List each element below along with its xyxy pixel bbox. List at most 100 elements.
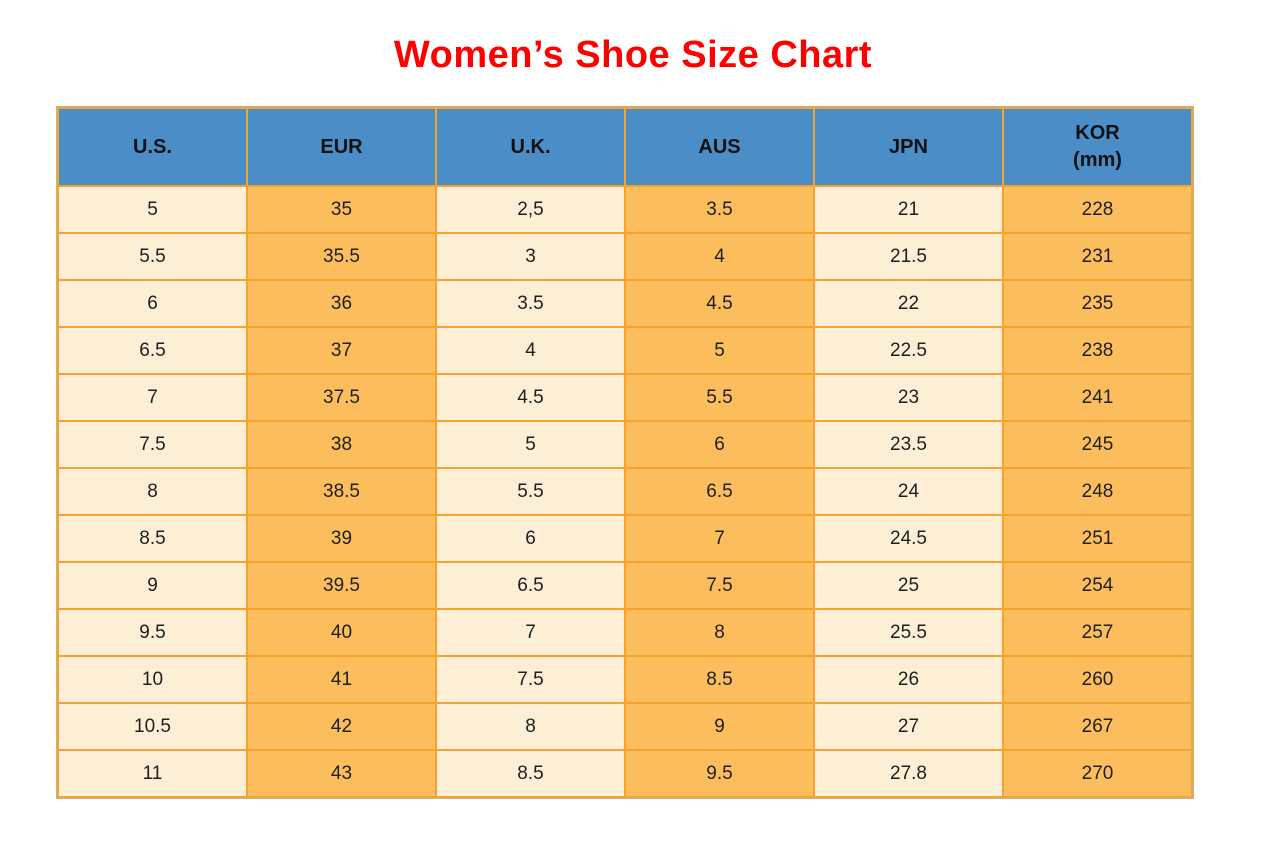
table-cell: 260 — [1002, 655, 1193, 704]
size-table-head: U.S. EUR U.K. AUS JPN KOR (mm) — [57, 107, 1193, 187]
table-row: 6 36 3.5 4.5 22 235 — [57, 279, 1193, 328]
table-cell: 5.5 — [435, 467, 626, 516]
table-row: 6.5 37 4 5 22.5 238 — [57, 326, 1193, 375]
table-cell: 11 — [57, 749, 248, 798]
table-cell: 7.5 — [435, 655, 626, 704]
table-cell: 9 — [57, 561, 248, 610]
column-header: U.S. — [57, 107, 248, 187]
table-cell: 4 — [435, 326, 626, 375]
table-cell: 8.5 — [57, 514, 248, 563]
table-cell: 6 — [435, 514, 626, 563]
page-title: Women’s Shoe Size Chart — [393, 34, 873, 76]
shoe-size-table: U.S. EUR U.K. AUS JPN KOR (mm) 5 35 2,5 3.5 21 228 5… — [56, 106, 1194, 799]
table-cell: 8 — [435, 702, 626, 751]
table-row: 8 38.5 5.5 6.5 24 248 — [57, 467, 1193, 516]
table-cell: 35.5 — [246, 232, 437, 281]
table-cell: 22.5 — [813, 326, 1004, 375]
table-cell: 35 — [246, 185, 437, 234]
table-cell: 8 — [57, 467, 248, 516]
table-cell: 7 — [57, 373, 248, 422]
table-cell: 5 — [624, 326, 815, 375]
column-header: JPN — [813, 107, 1004, 187]
table-cell: 21 — [813, 185, 1004, 234]
table-cell: 27 — [813, 702, 1004, 751]
table-cell: 39 — [246, 514, 437, 563]
table-cell: 7.5 — [57, 420, 248, 469]
table-cell: 5.5 — [624, 373, 815, 422]
table-cell: 257 — [1002, 608, 1193, 657]
table-cell: 4.5 — [435, 373, 626, 422]
table-cell: 228 — [1002, 185, 1193, 234]
table-row: 9 39.5 6.5 7.5 25 254 — [57, 561, 1193, 610]
table-cell: 38.5 — [246, 467, 437, 516]
table-cell: 22 — [813, 279, 1004, 328]
table-row: 5.5 35.5 3 4 21.5 231 — [57, 232, 1193, 281]
table-cell: 4 — [624, 232, 815, 281]
column-header: U.K. — [435, 107, 626, 187]
table-cell: 10 — [57, 655, 248, 704]
table-cell: 2,5 — [435, 185, 626, 234]
size-table-head-row: U.S. EUR U.K. AUS JPN KOR (mm) — [57, 107, 1193, 187]
table-cell: 23 — [813, 373, 1004, 422]
table-cell: 42 — [246, 702, 437, 751]
table-row: 7 37.5 4.5 5.5 23 241 — [57, 373, 1193, 422]
table-cell: 4.5 — [624, 279, 815, 328]
table-cell: 8.5 — [435, 749, 626, 798]
table-cell: 6 — [624, 420, 815, 469]
table-cell: 7.5 — [624, 561, 815, 610]
table-row: 11 43 8.5 9.5 27.8 270 — [57, 749, 1193, 798]
table-cell: 251 — [1002, 514, 1193, 563]
table-cell: 8 — [624, 608, 815, 657]
table-row: 5 35 2,5 3.5 21 228 — [57, 185, 1193, 234]
table-cell: 241 — [1002, 373, 1193, 422]
table-cell: 27.8 — [813, 749, 1004, 798]
table-row: 8.5 39 6 7 24.5 251 — [57, 514, 1193, 563]
table-cell: 235 — [1002, 279, 1193, 328]
table-cell: 3.5 — [435, 279, 626, 328]
table-cell: 24 — [813, 467, 1004, 516]
table-cell: 41 — [246, 655, 437, 704]
table-cell: 3.5 — [624, 185, 815, 234]
table-cell: 231 — [1002, 232, 1193, 281]
table-cell: 5 — [57, 185, 248, 234]
table-cell: 3 — [435, 232, 626, 281]
table-cell: 40 — [246, 608, 437, 657]
table-cell: 38 — [246, 420, 437, 469]
table-cell: 270 — [1002, 749, 1193, 798]
table-cell: 36 — [246, 279, 437, 328]
table-cell: 6 — [57, 279, 248, 328]
table-cell: 8.5 — [624, 655, 815, 704]
table-cell: 5.5 — [57, 232, 248, 281]
table-cell: 7 — [624, 514, 815, 563]
table-cell: 245 — [1002, 420, 1193, 469]
column-header: EUR — [246, 107, 437, 187]
table-cell: 25 — [813, 561, 1004, 610]
table-cell: 43 — [246, 749, 437, 798]
table-cell: 9.5 — [624, 749, 815, 798]
column-header: AUS — [624, 107, 815, 187]
table-cell: 37.5 — [246, 373, 437, 422]
table-cell: 6.5 — [435, 561, 626, 610]
table-cell: 24.5 — [813, 514, 1004, 563]
table-cell: 26 — [813, 655, 1004, 704]
table-row: 10.5 42 8 9 27 267 — [57, 702, 1193, 751]
table-cell: 37 — [246, 326, 437, 375]
table-cell: 6.5 — [57, 326, 248, 375]
table-cell: 254 — [1002, 561, 1193, 610]
table-cell: 248 — [1002, 467, 1193, 516]
table-cell: 238 — [1002, 326, 1193, 375]
size-table-body: 5 35 2,5 3.5 21 228 5.5 35.5 3 4 21.5 231 6 36 3.5 4.5 2… — [57, 185, 1193, 798]
table-cell: 6.5 — [624, 467, 815, 516]
table-row: 9.5 40 7 8 25.5 257 — [57, 608, 1193, 657]
table-cell: 7 — [435, 608, 626, 657]
table-row: 10 41 7.5 8.5 26 260 — [57, 655, 1193, 704]
table-cell: 9 — [624, 702, 815, 751]
table-cell: 9.5 — [57, 608, 248, 657]
table-cell: 267 — [1002, 702, 1193, 751]
table-cell: 5 — [435, 420, 626, 469]
table-cell: 21.5 — [813, 232, 1004, 281]
table-cell: 10.5 — [57, 702, 248, 751]
table-cell: 25.5 — [813, 608, 1004, 657]
table-cell: 23.5 — [813, 420, 1004, 469]
table-cell: 39.5 — [246, 561, 437, 610]
